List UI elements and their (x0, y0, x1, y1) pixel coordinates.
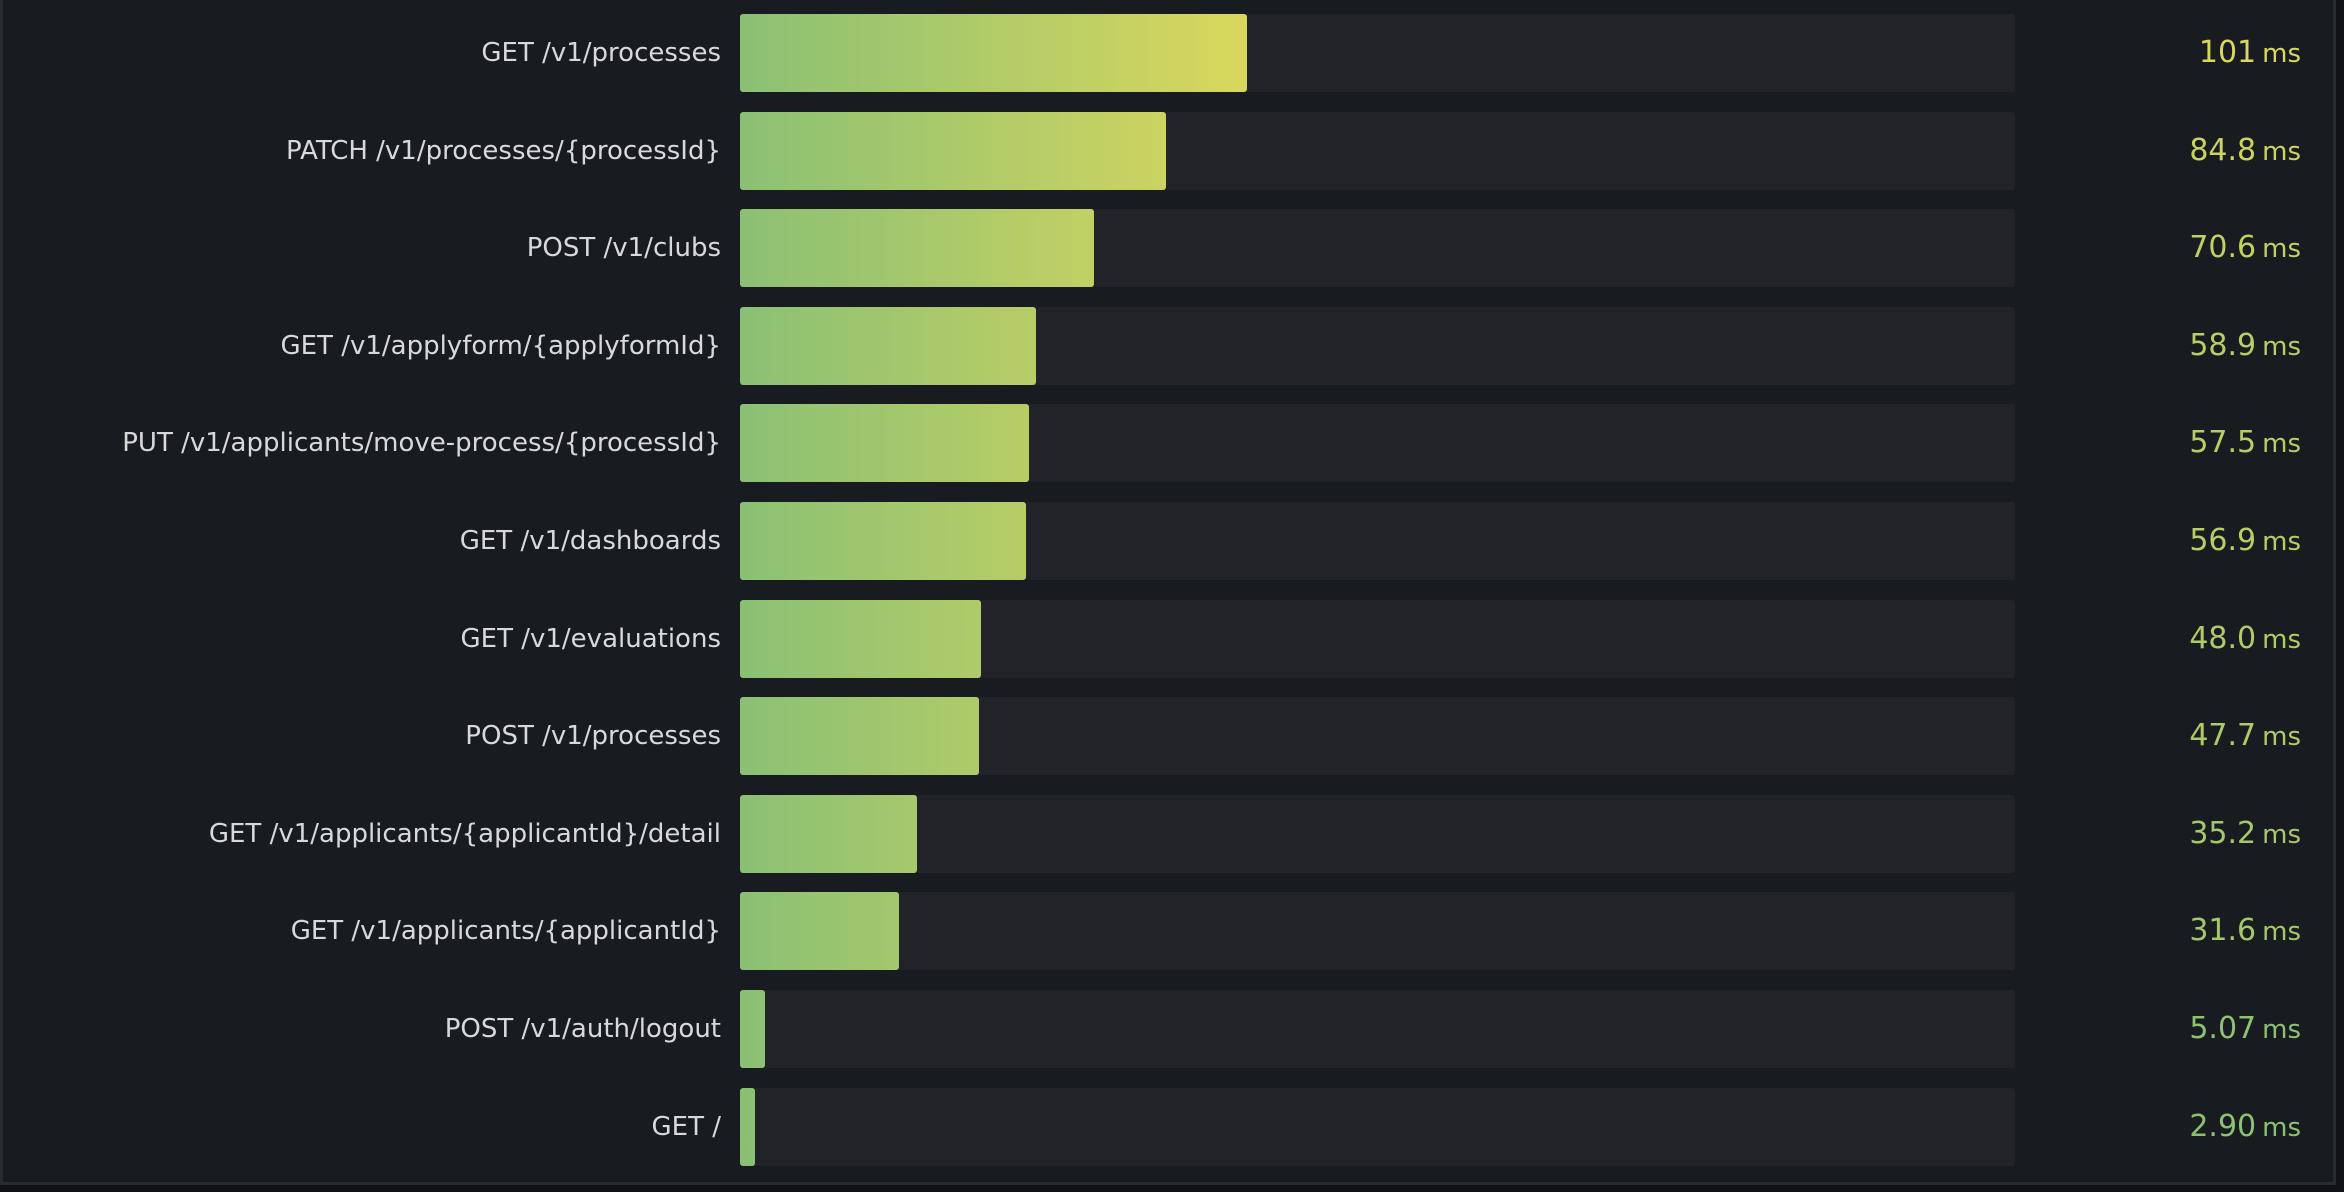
bar-value-label: 5.07 ms (2189, 990, 2301, 1068)
bar-track (740, 990, 2015, 1068)
bar-category-label: GET /v1/dashboards (459, 526, 721, 556)
bar-value-unit: ms (2262, 39, 2301, 69)
bar-track (740, 14, 2015, 92)
bar-value-number: 101 (2198, 35, 2257, 70)
bar-track (740, 209, 2015, 288)
bar-value-number: 56.9 (2189, 523, 2257, 558)
bar-category-label: PUT /v1/applicants/move-process/{process… (122, 428, 721, 459)
bar-track (740, 404, 2015, 483)
bar-value-label: 58.9 ms (2189, 307, 2301, 385)
bar-value-unit: ms (2262, 527, 2301, 557)
bar-row: GET / 2.90 ms (3, 1087, 2339, 1166)
bar-track (740, 306, 2015, 385)
bar-value-number: 57.5 (2189, 425, 2257, 461)
bar-category-label: POST /v1/processes (465, 721, 721, 752)
bar-row: GET /v1/evaluations 48.0 ms (3, 599, 2339, 678)
bar-value-unit: ms (2262, 136, 2301, 167)
bar-value-label: 57.5 ms (2189, 404, 2301, 482)
bar-value-number: 31.6 (2189, 913, 2257, 949)
bar-track (740, 111, 2015, 190)
bar-category-label: GET /v1/processes (481, 38, 721, 68)
bar-value-unit: ms (2262, 624, 2301, 655)
bar-value-unit: ms (2262, 429, 2301, 460)
bar-fill (740, 990, 766, 1068)
bar-value-label: 31.6 ms (2189, 892, 2301, 970)
bar-value-label: 48.0 ms (2189, 600, 2301, 678)
bar-fill (740, 892, 899, 971)
bar-track (740, 502, 2015, 580)
bar-category-label: PATCH /v1/processes/{processId} (286, 135, 721, 166)
bar-fill (740, 1087, 755, 1166)
bar-fill (740, 697, 980, 776)
bar-fill (740, 502, 1026, 580)
bar-fill (740, 404, 1029, 483)
bar-value-unit: ms (2262, 331, 2301, 362)
bar-value-number: 58.9 (2189, 327, 2257, 363)
bar-track (740, 892, 2015, 971)
bar-category-label: GET /v1/applicants/{applicantId}/detail (208, 818, 721, 849)
bar-value-unit: ms (2262, 234, 2301, 265)
bar-track (740, 599, 2015, 678)
bar-value-number: 48.0 (2189, 620, 2257, 656)
bar-value-number: 47.7 (2189, 718, 2257, 754)
bar-fill (740, 209, 1095, 288)
bar-value-label: 35.2 ms (2189, 795, 2301, 873)
bar-row: GET /v1/applicants/{applicantId} 31.6 ms (3, 892, 2339, 971)
bar-value-label: 2.90 ms (2189, 1088, 2301, 1166)
bar-row: PUT /v1/applicants/move-process/{process… (3, 404, 2339, 483)
bar-value-label: 70.6 ms (2189, 209, 2301, 287)
bar-row: GET /v1/dashboards 56.9 ms (3, 502, 2339, 580)
bar-category-label: POST /v1/clubs (526, 233, 721, 264)
bar-track (740, 1087, 2015, 1166)
bar-value-number: 2.90 (2189, 1108, 2257, 1144)
bar-category-label: POST /v1/auth/logout (444, 1014, 721, 1044)
bar-fill (740, 306, 1036, 385)
bar-category-label: GET /v1/applicants/{applicantId} (290, 916, 721, 947)
bar-value-label: 84.8 ms (2189, 112, 2301, 190)
bar-value-number: 5.07 (2189, 1011, 2257, 1046)
bar-value-unit: ms (2262, 917, 2301, 948)
bar-category-label: GET / (651, 1111, 721, 1142)
bar-row: GET /v1/applicants/{applicantId}/detail 3… (3, 794, 2339, 873)
bar-row: POST /v1/auth/logout 5.07 ms (3, 990, 2339, 1068)
bar-value-unit: ms (2262, 1015, 2301, 1045)
bar-value-unit: ms (2262, 819, 2301, 850)
bar-category-label: GET /v1/evaluations (460, 623, 721, 654)
bar-fill (740, 599, 981, 678)
bar-value-number: 35.2 (2189, 815, 2257, 851)
bar-row: PATCH /v1/processes/{processId} 84.8 ms (3, 111, 2339, 190)
bar-fill (740, 111, 1166, 190)
bar-row: POST /v1/clubs 70.6 ms (3, 209, 2339, 288)
bar-value-number: 84.8 (2189, 132, 2257, 168)
bar-row: GET /v1/applyform/{applyformId} 58.9 ms (3, 306, 2339, 385)
bar-track (740, 697, 2015, 776)
bar-value-unit: ms (2262, 722, 2301, 753)
bar-row: GET /v1/processes 101 ms (3, 14, 2339, 92)
bar-fill (740, 794, 917, 873)
bar-value-label: 101 ms (2199, 14, 2301, 92)
bar-value-label: 47.7 ms (2189, 697, 2301, 775)
bar-category-label: GET /v1/applyform/{applyformId} (280, 330, 721, 361)
bar-value-number: 70.6 (2189, 230, 2257, 266)
bar-value-label: 56.9 ms (2189, 502, 2301, 580)
bar-row: POST /v1/processes 47.7 ms (3, 697, 2339, 776)
bar-fill (740, 14, 1247, 92)
bar-track (740, 794, 2015, 873)
bar-value-unit: ms (2262, 1112, 2301, 1143)
